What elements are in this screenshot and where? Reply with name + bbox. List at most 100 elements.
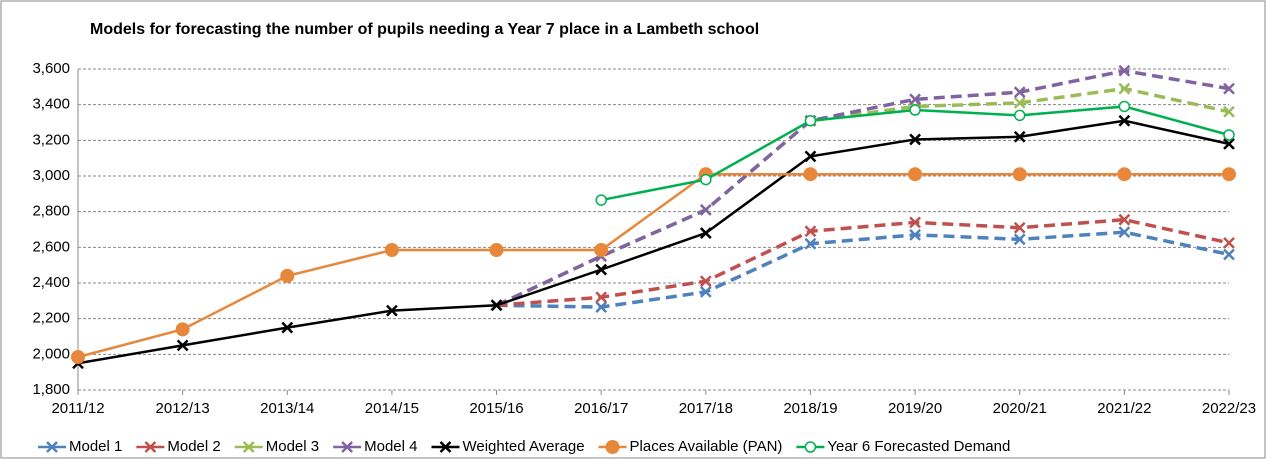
point bbox=[1223, 248, 1235, 261]
point bbox=[699, 203, 712, 216]
y-tick-label: 1,800 bbox=[32, 381, 70, 398]
point bbox=[909, 228, 921, 241]
series-line bbox=[495, 69, 1230, 307]
x-tick-label: 2016/17 bbox=[574, 400, 628, 417]
legend-label: Model 4 bbox=[364, 438, 417, 455]
series-line bbox=[77, 172, 1229, 359]
y-tick-label: 2,600 bbox=[32, 238, 70, 255]
point bbox=[1118, 226, 1131, 239]
legend-marker bbox=[439, 441, 452, 453]
point bbox=[384, 243, 399, 258]
legend-marker bbox=[46, 441, 58, 453]
point bbox=[699, 227, 712, 239]
point bbox=[908, 167, 923, 182]
legend-label: Weighted Average bbox=[463, 438, 585, 455]
legend-item: Model 4 bbox=[333, 438, 418, 455]
y-tick-label: 2,000 bbox=[32, 345, 70, 362]
y-tick-label: 3,200 bbox=[32, 131, 70, 148]
point bbox=[804, 237, 817, 250]
series bbox=[595, 100, 1235, 206]
point bbox=[1118, 82, 1131, 95]
point bbox=[1223, 82, 1235, 95]
point bbox=[1013, 109, 1026, 122]
point bbox=[909, 216, 921, 229]
x-tick-label: 2012/13 bbox=[156, 400, 210, 417]
point bbox=[281, 321, 294, 334]
point bbox=[386, 304, 398, 317]
legend-label: Year 6 Forecasted Demand bbox=[827, 438, 1010, 455]
chart-title: Models for forecasting the number of pup… bbox=[90, 21, 759, 38]
x-tick-label: 2022/23 bbox=[1202, 400, 1256, 417]
point bbox=[594, 243, 609, 258]
legend-item: Model 2 bbox=[136, 438, 221, 455]
point bbox=[489, 243, 504, 258]
x-tick-label: 2015/16 bbox=[469, 400, 523, 417]
point bbox=[1013, 86, 1026, 99]
point bbox=[1223, 138, 1235, 150]
point bbox=[1223, 105, 1235, 118]
point bbox=[1223, 236, 1235, 249]
point bbox=[1013, 233, 1026, 246]
series-line bbox=[495, 86, 1230, 307]
y-tick-label: 2,400 bbox=[32, 274, 70, 291]
point bbox=[176, 339, 189, 352]
point bbox=[595, 263, 608, 276]
legend-item: Model 3 bbox=[234, 438, 319, 455]
legend-label: Places Available (PAN) bbox=[630, 438, 783, 455]
point bbox=[71, 350, 85, 365]
point bbox=[1013, 130, 1026, 143]
y-tick-label: 3,600 bbox=[32, 60, 70, 77]
point bbox=[700, 173, 712, 186]
point bbox=[699, 275, 712, 288]
legend-item: Year 6 Forecasted Demand bbox=[796, 438, 1010, 455]
x-tick-label: 2020/21 bbox=[993, 400, 1047, 417]
point bbox=[1117, 167, 1132, 182]
legend-item: Model 1 bbox=[38, 438, 122, 455]
point bbox=[595, 194, 607, 206]
point bbox=[1013, 96, 1026, 109]
point bbox=[490, 299, 503, 312]
point bbox=[1118, 100, 1131, 113]
point bbox=[1012, 167, 1027, 182]
x-tick-label: 2019/20 bbox=[888, 400, 942, 417]
point bbox=[1013, 221, 1026, 234]
x-tick-label: 2017/18 bbox=[679, 400, 733, 417]
legend-item: Weighted Average bbox=[431, 438, 585, 455]
x-tick-label: 2021/22 bbox=[1097, 400, 1151, 417]
point bbox=[175, 322, 190, 337]
point bbox=[909, 133, 921, 146]
x-tick-label: 2011/12 bbox=[51, 400, 104, 417]
point bbox=[595, 301, 608, 313]
point bbox=[803, 167, 818, 182]
legend-marker bbox=[605, 440, 620, 454]
point bbox=[804, 150, 817, 163]
y-tick-label: 2,200 bbox=[32, 310, 70, 327]
legend-marker bbox=[341, 441, 354, 453]
y-tick-label: 2,800 bbox=[32, 203, 70, 220]
y-tick-label: 3,400 bbox=[32, 96, 70, 113]
point bbox=[909, 93, 921, 106]
x-tick-label: 2013/14 bbox=[260, 400, 314, 417]
point bbox=[1118, 64, 1131, 77]
legend-marker bbox=[144, 441, 157, 453]
x-tick-label: 2018/19 bbox=[783, 400, 837, 417]
series-line bbox=[77, 119, 1230, 365]
point bbox=[1118, 213, 1131, 226]
legend-label: Model 2 bbox=[167, 438, 220, 455]
point bbox=[804, 225, 817, 238]
legend-label: Model 1 bbox=[69, 438, 122, 455]
point bbox=[804, 114, 817, 127]
series-line bbox=[496, 230, 1230, 309]
legend-marker bbox=[804, 441, 817, 453]
point bbox=[909, 104, 921, 116]
y-tick-label: 3,000 bbox=[32, 167, 70, 184]
point bbox=[595, 291, 608, 304]
legend-marker bbox=[242, 441, 255, 453]
x-tick-label: 2014/15 bbox=[365, 400, 419, 417]
point bbox=[1118, 114, 1131, 127]
point bbox=[1222, 167, 1236, 182]
legend-item: Places Available (PAN) bbox=[598, 438, 783, 455]
legend-label: Model 3 bbox=[266, 438, 319, 455]
